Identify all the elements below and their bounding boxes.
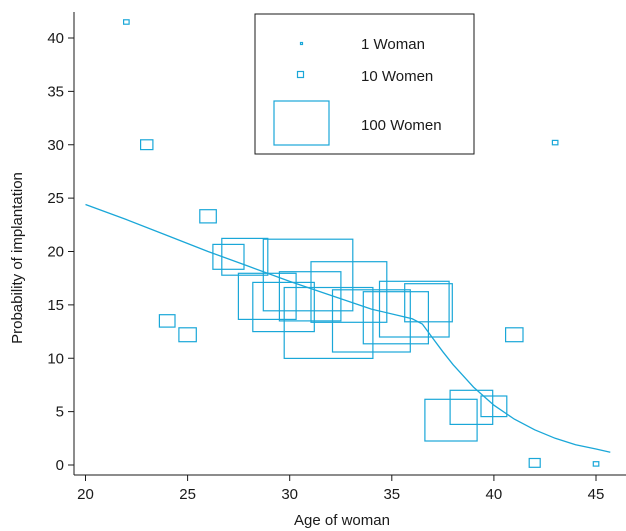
data-points — [122, 19, 600, 468]
legend-box — [254, 13, 475, 155]
data-point — [505, 327, 524, 343]
x-axis-title: Age of woman — [294, 512, 390, 529]
data-point — [140, 139, 154, 151]
y-tick-label: 40 — [47, 30, 64, 47]
y-tick-label: 15 — [47, 297, 64, 314]
x-tick-label: 35 — [383, 486, 400, 503]
y-tick-label: 30 — [47, 137, 64, 154]
data-point — [378, 280, 450, 338]
x-tick-label: 30 — [281, 486, 298, 503]
data-point — [122, 19, 130, 25]
data-point — [212, 243, 245, 270]
y-tick-label: 10 — [47, 350, 64, 367]
x-tick-label: 25 — [179, 486, 196, 503]
data-point — [449, 389, 494, 425]
y-tick-label: 25 — [47, 190, 64, 207]
x-tick-label: 45 — [588, 486, 605, 503]
ticks: 20 25 30 35 40 45 0 5 10 15 20 25 30 35 40 — [47, 30, 604, 503]
y-tick-label: 20 — [47, 244, 64, 261]
legend: 1 Woman 10 Women 100 Women — [254, 13, 475, 155]
legend-label-10-women: 10 Women — [361, 68, 433, 85]
data-point — [278, 271, 342, 322]
data-point — [252, 281, 315, 333]
data-point — [362, 291, 429, 345]
legend-marker-10-women — [296, 70, 305, 79]
legend-marker-100-women — [273, 100, 330, 146]
axes — [73, 12, 626, 476]
y-tick-label: 5 — [56, 404, 64, 421]
y-tick-label: 35 — [47, 83, 64, 100]
legend-marker-1-woman — [299, 41, 304, 46]
data-point — [528, 457, 541, 468]
y-tick-label: 0 — [56, 457, 64, 474]
x-tick-label: 20 — [77, 486, 94, 503]
data-point — [199, 209, 217, 224]
data-point — [404, 283, 453, 323]
data-point — [551, 139, 559, 146]
y-axis-title: Probability of implantation — [9, 172, 26, 344]
x-tick-label: 40 — [486, 486, 503, 503]
data-point — [283, 286, 374, 360]
data-point — [237, 272, 297, 320]
data-point — [178, 327, 197, 343]
data-point — [221, 237, 269, 276]
fit-curve-group — [85, 203, 611, 453]
data-point — [424, 398, 478, 442]
data-point — [158, 314, 176, 328]
legend-label-1-woman: 1 Woman — [361, 36, 425, 53]
data-point — [480, 395, 508, 418]
data-point — [592, 461, 600, 467]
legend-label-100-women: 100 Women — [361, 117, 442, 134]
data-point — [262, 238, 354, 312]
data-point — [331, 289, 411, 353]
fit-curve — [85, 203, 611, 453]
